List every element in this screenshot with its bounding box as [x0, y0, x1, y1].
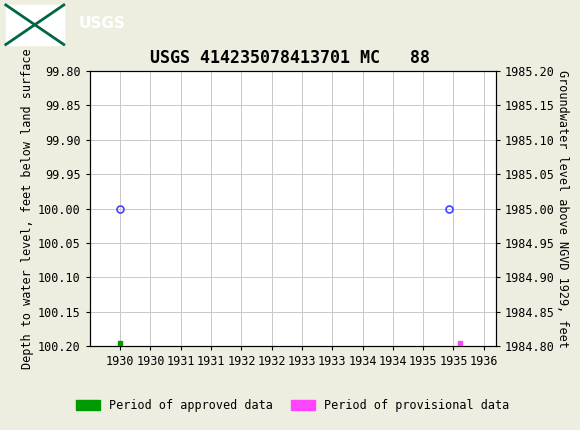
Y-axis label: Depth to water level, feet below land surface: Depth to water level, feet below land su… — [21, 48, 34, 369]
Text: USGS 414235078413701 MC   88: USGS 414235078413701 MC 88 — [150, 49, 430, 67]
Legend: Period of approved data, Period of provisional data: Period of approved data, Period of provi… — [72, 395, 514, 417]
Y-axis label: Groundwater level above NGVD 1929, feet: Groundwater level above NGVD 1929, feet — [556, 70, 569, 347]
Text: USGS: USGS — [78, 16, 125, 31]
FancyBboxPatch shape — [6, 5, 64, 45]
